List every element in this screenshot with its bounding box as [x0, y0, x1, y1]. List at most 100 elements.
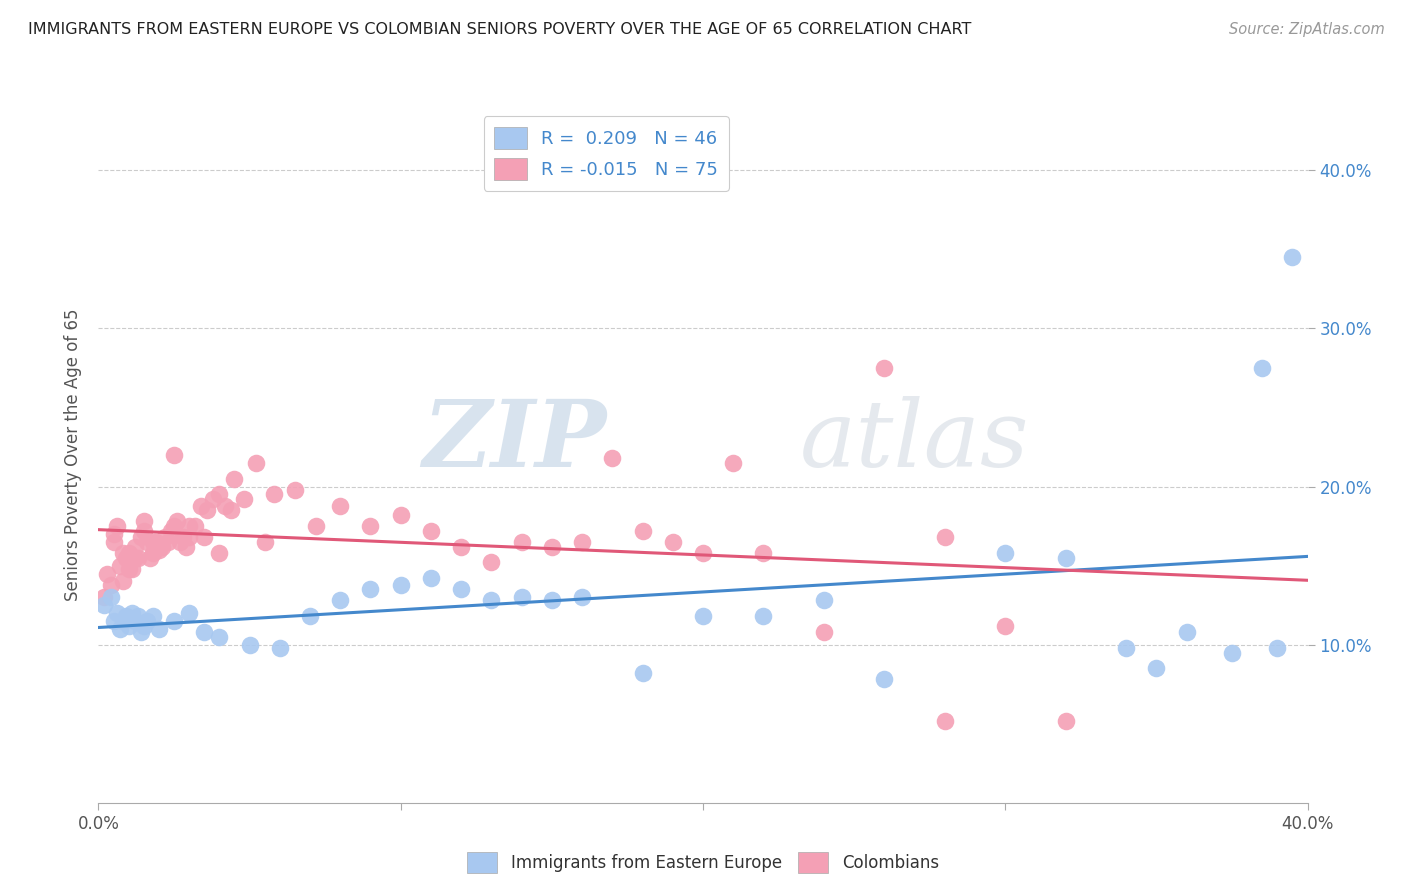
Point — [148, 540, 170, 554]
Point — [145, 534, 167, 549]
Point — [111, 546, 134, 560]
Point — [631, 666, 654, 681]
Point — [214, 499, 236, 513]
Point — [129, 530, 152, 544]
Legend: Immigrants from Eastern Europe, Colombians: Immigrants from Eastern Europe, Colombia… — [461, 846, 945, 880]
Point — [1054, 714, 1077, 728]
Point — [179, 519, 201, 533]
Point — [114, 609, 136, 624]
Point — [450, 540, 472, 554]
Point — [121, 606, 143, 620]
Point — [172, 530, 194, 544]
Point — [389, 508, 412, 522]
Point — [1267, 640, 1289, 655]
Point — [132, 514, 155, 528]
Point — [163, 519, 186, 533]
Point — [132, 618, 155, 632]
Point — [105, 606, 128, 620]
Point — [105, 519, 128, 533]
Text: Source: ZipAtlas.com: Source: ZipAtlas.com — [1229, 22, 1385, 37]
Point — [121, 562, 143, 576]
Point — [148, 622, 170, 636]
Point — [450, 582, 472, 597]
Point — [269, 640, 291, 655]
Point — [1220, 646, 1243, 660]
Point — [96, 566, 118, 581]
Point — [118, 618, 141, 632]
Point — [127, 609, 149, 624]
Point — [224, 472, 246, 486]
Point — [873, 360, 896, 375]
Point — [245, 456, 267, 470]
Point — [1175, 625, 1198, 640]
Point — [108, 622, 131, 636]
Point — [93, 598, 115, 612]
Point — [111, 574, 134, 589]
Point — [135, 614, 157, 628]
Text: ZIP: ZIP — [422, 396, 606, 486]
Point — [284, 483, 307, 497]
Point — [156, 534, 179, 549]
Point — [263, 487, 285, 501]
Point — [118, 562, 141, 576]
Point — [934, 714, 956, 728]
Point — [208, 546, 231, 560]
Point — [103, 527, 125, 541]
Point — [1054, 550, 1077, 565]
Point — [510, 591, 533, 605]
Point — [169, 534, 191, 549]
Point — [142, 534, 165, 549]
Point — [148, 542, 170, 557]
Point — [1281, 250, 1303, 264]
Point — [389, 577, 412, 591]
Point — [873, 673, 896, 687]
Point — [190, 499, 212, 513]
Point — [208, 630, 231, 644]
Point — [1251, 360, 1274, 375]
Point — [174, 540, 197, 554]
Point — [571, 534, 593, 549]
Point — [160, 524, 183, 538]
Point — [163, 614, 186, 628]
Point — [195, 503, 218, 517]
Point — [150, 540, 173, 554]
Point — [329, 593, 352, 607]
Point — [994, 546, 1017, 560]
Point — [124, 550, 146, 565]
Point — [100, 591, 122, 605]
Point — [540, 540, 562, 554]
Point — [221, 503, 243, 517]
Point — [723, 456, 745, 470]
Point — [135, 534, 157, 549]
Point — [129, 625, 152, 640]
Point — [1144, 661, 1167, 675]
Point — [813, 593, 835, 607]
Point — [602, 451, 624, 466]
Point — [329, 499, 352, 513]
Point — [108, 558, 131, 573]
Y-axis label: Seniors Poverty Over the Age of 65: Seniors Poverty Over the Age of 65 — [65, 309, 83, 601]
Point — [813, 625, 835, 640]
Point — [239, 638, 262, 652]
Point — [481, 593, 503, 607]
Point — [420, 524, 443, 538]
Point — [510, 534, 533, 549]
Point — [142, 546, 165, 560]
Point — [662, 534, 685, 549]
Point — [166, 514, 188, 528]
Point — [752, 546, 775, 560]
Point — [232, 492, 254, 507]
Point — [202, 492, 225, 507]
Point — [114, 550, 136, 565]
Point — [184, 519, 207, 533]
Point — [124, 614, 146, 628]
Point — [139, 550, 162, 565]
Point — [93, 591, 115, 605]
Legend: R =  0.209   N = 46, R = -0.015   N = 75: R = 0.209 N = 46, R = -0.015 N = 75 — [484, 116, 728, 191]
Point — [631, 524, 654, 538]
Point — [571, 591, 593, 605]
Point — [111, 614, 134, 628]
Point — [208, 487, 231, 501]
Point — [253, 534, 276, 549]
Point — [193, 530, 215, 544]
